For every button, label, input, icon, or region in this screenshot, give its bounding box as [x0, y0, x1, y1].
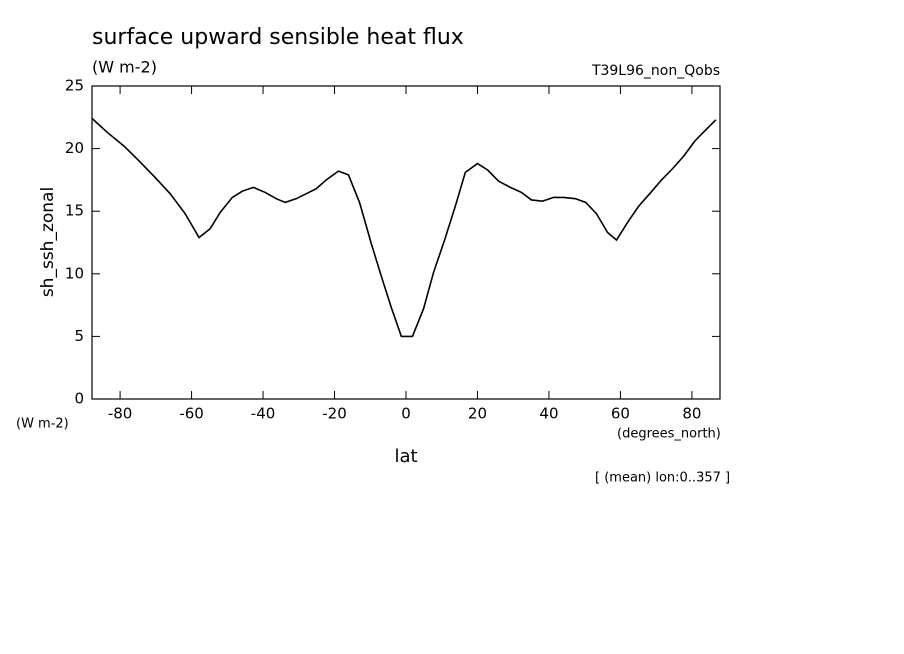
y-tick-label: 15 [65, 202, 84, 220]
y-axis-label: sh_ssh_zonal [38, 187, 58, 297]
y-tick-label: 0 [74, 390, 84, 408]
data-line [91, 117, 717, 338]
x-tick-label: 60 [611, 405, 630, 423]
x-tick-label: -40 [251, 405, 276, 423]
x-tick-label: -80 [108, 405, 133, 423]
x-tick-label: -60 [179, 405, 204, 423]
y-tick-label: 20 [65, 139, 84, 157]
x-tick-label: 40 [539, 405, 558, 423]
y-units: (W m-2) [16, 417, 69, 432]
y-tick-label: 5 [74, 327, 84, 345]
x-axis-label: lat [394, 446, 417, 467]
chart-title: surface upward sensible heat flux [92, 25, 464, 50]
x-units: (degrees_north) [617, 427, 721, 442]
x-tick-label: 80 [682, 405, 701, 423]
chart-subtitle: (W m-2) [92, 58, 157, 77]
y-tick-label: 25 [65, 77, 84, 95]
y-tick-label: 10 [65, 264, 84, 282]
note: [ (mean) lon:0..357 ] [595, 471, 730, 486]
x-tick-label: 20 [468, 405, 487, 423]
plot-frame [91, 85, 721, 400]
x-tick-label: 0 [401, 405, 411, 423]
dataset-label: T39L96_non_Qobs [591, 63, 720, 79]
x-tick-label: -20 [322, 405, 347, 423]
